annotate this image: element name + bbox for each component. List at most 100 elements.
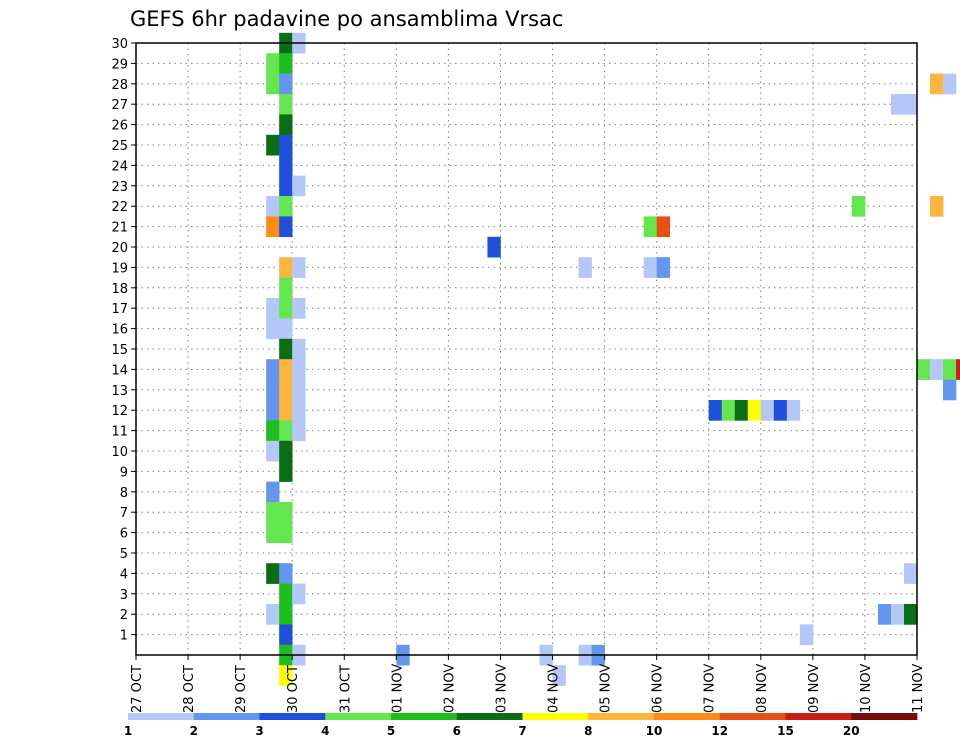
legend-swatch [325,713,392,720]
precip-cell [292,175,306,197]
precip-cell [292,257,306,278]
y-tick-label: 15 [111,343,128,358]
y-tick-label: 8 [120,486,128,501]
precip-cell [279,604,293,625]
precip-cell [903,604,918,625]
precip-cell [773,400,788,421]
precip-cell [930,73,944,95]
legend-swatch [785,713,852,720]
precip-cell [786,400,801,421]
x-tick-label: 31 OCT [338,665,353,713]
x-tick-label: 02 NOV [442,664,457,713]
y-tick-label: 10 [111,445,128,460]
precip-cell [279,257,293,278]
x-tick-label: 04 NOV [547,664,562,713]
legend-label: 15 [777,724,794,738]
x-tick-label: 30 OCT [286,665,301,713]
color-legend: 1 2 3 4 5 6 7 8 10 12 15 20 [124,713,918,738]
precip-cell [266,298,280,319]
x-tick-label: 10 NOV [859,664,874,713]
y-tick-label: 1 [120,629,128,644]
legend-swatch [456,713,523,720]
precip-cell [279,175,293,197]
legend-label: 20 [843,724,860,738]
precip-cell [266,196,280,217]
precip-cell [266,440,280,462]
precip-cell [943,73,957,95]
y-tick-label: 11 [111,425,128,440]
precip-cell [708,400,723,421]
precip-cell [279,461,293,482]
y-tick-label: 12 [111,404,128,419]
x-tick-label: 07 NOV [703,664,718,713]
precip-cell [266,134,280,156]
precip-cell [292,298,306,319]
precip-cell [943,379,957,401]
precip-cell [903,94,918,115]
legend-swatch [128,713,195,720]
precip-cell [721,400,736,421]
precip-cell [760,400,775,421]
legend-label: 2 [190,724,198,738]
precip-cell [266,502,280,523]
y-tick-label: 17 [111,302,128,317]
precip-cell [578,257,592,278]
y-tick-label: 14 [111,363,128,378]
precip-cell [266,318,280,340]
precip-cell [279,665,293,686]
precip-cell [292,400,306,421]
precip-cell [266,400,280,421]
precip-cell [656,257,670,278]
precip-cell [930,196,944,217]
precip-cell [266,73,280,95]
precip-cell [266,604,280,625]
precip-cell [943,359,957,380]
x-tick-label: 09 NOV [807,664,822,713]
legend-swatch [719,713,786,720]
precip-cell [266,379,280,401]
precip-cell [279,420,293,442]
y-tick-label: 28 [111,78,128,93]
precip-cell [279,216,293,238]
legend-label: 3 [255,724,263,738]
y-tick-label: 2 [120,608,128,623]
precip-cell [851,196,866,217]
y-tick-label: 29 [111,57,128,72]
y-tick-label: 18 [111,282,128,297]
precip-cell [799,624,814,646]
legend-swatch [391,713,458,720]
y-tick-label: 24 [111,159,128,174]
y-tick-label: 7 [120,506,128,521]
y-tick-label: 5 [120,547,128,562]
legend-label: 12 [711,724,728,738]
x-tick-label: 27 OCT [130,665,145,713]
legend-label: 4 [321,724,329,738]
precip-cell [292,583,306,605]
precip-cell [266,359,280,380]
precip-cell [266,481,280,503]
precip-cell [279,155,293,176]
precip-cell [266,522,280,544]
y-tick-label: 9 [120,465,128,480]
legend-swatch [654,713,721,720]
y-tick-label: 30 [111,37,128,52]
legend-label: 5 [387,724,395,738]
y-axis: 1234567891011121314151617181920212223242… [111,37,136,644]
precip-cell [552,665,566,686]
precip-cell [930,359,944,380]
y-tick-label: 4 [120,567,128,582]
legend-swatch [193,713,260,720]
precip-cell [292,420,306,442]
precip-cell [487,236,501,258]
precip-cell [747,400,762,421]
y-tick-label: 23 [111,180,128,195]
precip-cell [266,216,280,238]
x-tick-label: 28 OCT [182,665,197,713]
y-tick-label: 21 [111,221,128,236]
precip-cell [956,359,960,380]
x-axis: 27 OCT 28 OCT 29 OCT 30 OCT 31 OCT 01 NOV 02 N… [130,655,926,713]
precip-cell [656,216,670,238]
y-tick-label: 20 [111,241,128,256]
legend-swatch [522,713,589,720]
